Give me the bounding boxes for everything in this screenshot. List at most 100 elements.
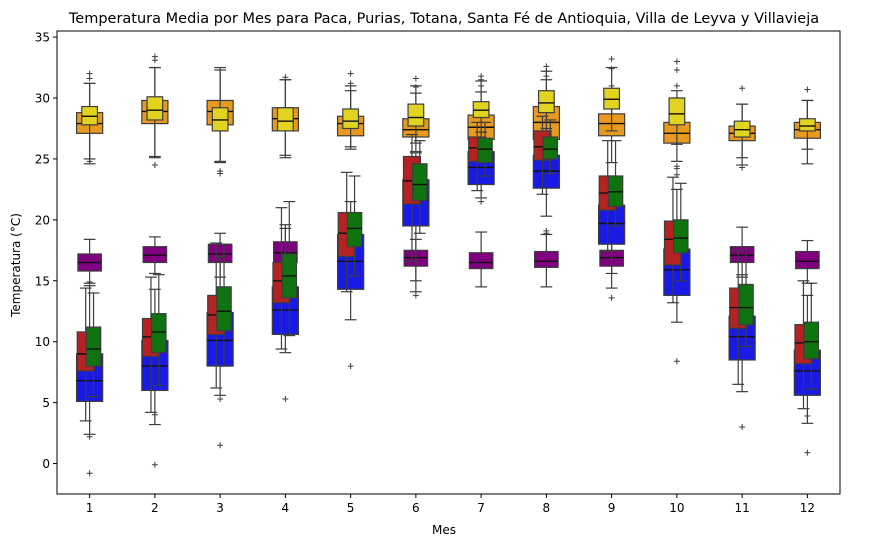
box-group xyxy=(281,200,298,337)
outlier-point xyxy=(217,395,224,402)
outlier-point xyxy=(412,292,419,299)
box-group xyxy=(211,69,229,162)
outlier-point xyxy=(673,163,680,170)
x-tick-label: 12 xyxy=(800,501,815,515)
y-tick-label: 30 xyxy=(35,92,50,106)
box-group xyxy=(542,119,559,175)
box-group xyxy=(603,66,621,132)
x-tick-label: 1 xyxy=(86,501,94,515)
box xyxy=(85,326,102,367)
outlier-point xyxy=(86,278,93,285)
outlier-point xyxy=(804,86,811,93)
outlier-point xyxy=(86,70,93,77)
outlier-point xyxy=(608,294,615,301)
box xyxy=(534,250,559,268)
box xyxy=(795,250,820,270)
x-tick-label: 2 xyxy=(151,501,159,515)
box-group xyxy=(142,236,168,275)
outlier-point xyxy=(739,164,746,171)
box-group xyxy=(798,99,816,150)
x-tick-label: 11 xyxy=(734,501,749,515)
box-group xyxy=(468,231,494,288)
box-group xyxy=(81,82,99,160)
outlier-point xyxy=(151,162,158,169)
y-tick-label: 35 xyxy=(35,31,50,45)
box xyxy=(216,286,232,332)
outlier-point xyxy=(86,470,93,477)
x-tick-label: 3 xyxy=(216,501,224,515)
box-group xyxy=(472,80,490,142)
box-group xyxy=(803,282,820,390)
box xyxy=(673,219,689,254)
outlier-point xyxy=(86,433,93,440)
box-group xyxy=(477,121,493,177)
x-tick-label: 10 xyxy=(669,501,684,515)
x-tick-label: 5 xyxy=(347,501,355,515)
box xyxy=(477,137,493,164)
chart-title: Temperatura Media por Mes para Paca, Pur… xyxy=(68,11,819,27)
box xyxy=(468,252,494,270)
box-group xyxy=(276,79,294,156)
outlier-point xyxy=(543,227,550,234)
x-tick-label: 8 xyxy=(543,501,551,515)
box-group xyxy=(412,140,428,234)
x-tick-label: 7 xyxy=(477,501,485,515)
outlier-point xyxy=(673,66,680,73)
outlier-point xyxy=(478,198,485,205)
y-tick-label: 0 xyxy=(42,457,50,471)
outlier-point xyxy=(151,53,158,60)
outlier-point xyxy=(543,63,550,70)
outlier-point xyxy=(608,56,615,63)
x-tick-label: 9 xyxy=(608,501,616,515)
box xyxy=(798,118,816,132)
outlier-point xyxy=(804,413,811,420)
box xyxy=(342,108,360,130)
outlier-point xyxy=(347,70,354,77)
box-group xyxy=(342,85,360,148)
outlier-point xyxy=(739,85,746,92)
y-tick-label: 15 xyxy=(35,274,50,288)
box-group xyxy=(607,140,624,227)
y-tick-label: 5 xyxy=(42,396,50,410)
outlier-point xyxy=(412,75,419,82)
y-tick-label: 20 xyxy=(35,213,50,227)
x-tick-label: 4 xyxy=(282,501,290,515)
box-group xyxy=(151,274,167,387)
y-tick-label: 10 xyxy=(35,335,50,349)
box-group xyxy=(532,127,561,237)
box xyxy=(803,321,820,360)
box xyxy=(346,211,363,248)
box xyxy=(537,90,555,114)
box-group xyxy=(534,233,559,288)
box-group xyxy=(216,243,232,367)
outlier-point xyxy=(217,168,224,175)
x-axis-label: Mes xyxy=(432,523,456,537)
box xyxy=(407,103,425,127)
box xyxy=(412,163,428,201)
outlier-point xyxy=(151,461,158,468)
box xyxy=(738,283,754,326)
outlier-point xyxy=(478,73,485,80)
outlier-point xyxy=(673,82,680,89)
x-tick-label: 6 xyxy=(412,501,420,515)
y-tick-label: 25 xyxy=(35,152,50,166)
box-group xyxy=(346,175,363,277)
box xyxy=(146,96,164,121)
outlier-point xyxy=(673,58,680,65)
box-group xyxy=(407,85,425,144)
box xyxy=(151,313,167,354)
outlier-point xyxy=(739,423,746,430)
box xyxy=(668,97,686,126)
box-group xyxy=(85,292,102,398)
outlier-point xyxy=(804,449,811,456)
box xyxy=(276,107,294,132)
box-group xyxy=(738,246,754,348)
outlier-point xyxy=(347,363,354,370)
box-group xyxy=(77,238,102,284)
y-axis-label: Temperatura (°C) xyxy=(9,213,23,318)
box-group xyxy=(673,182,689,282)
outlier-point xyxy=(673,358,680,365)
box-group xyxy=(146,66,164,158)
